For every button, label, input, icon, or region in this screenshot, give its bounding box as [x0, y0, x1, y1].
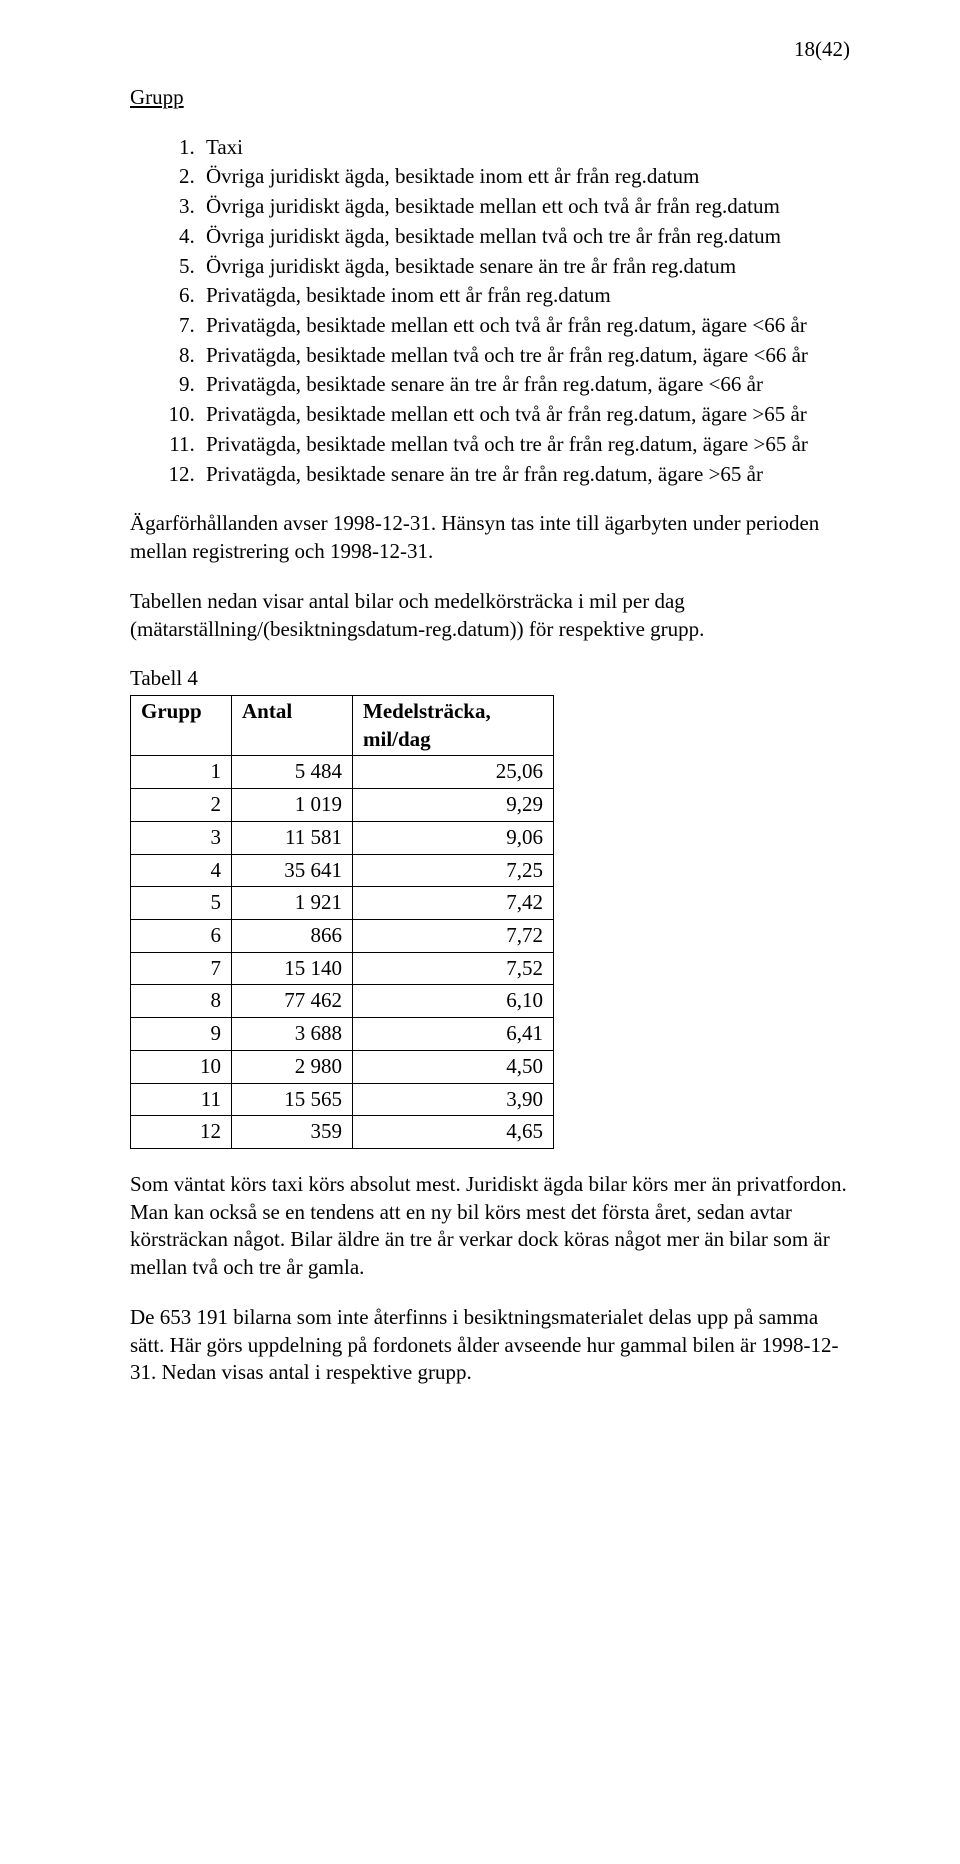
cell-grupp: 3 — [131, 821, 232, 854]
paragraph-de653: De 653 191 bilarna som inte återfinns i … — [130, 1304, 850, 1387]
table-row: 435 6417,25 — [131, 854, 554, 887]
group-list-item: Privatägda, besiktade inom ett år från r… — [200, 282, 850, 310]
page-number: 18(42) — [794, 36, 850, 64]
cell-medel: 7,25 — [353, 854, 554, 887]
group-list-item: Övriga juridiskt ägda, besiktade inom et… — [200, 163, 850, 191]
table-row: 715 1407,52 — [131, 952, 554, 985]
cell-medel: 7,52 — [353, 952, 554, 985]
cell-antal: 1 921 — [232, 887, 353, 920]
cell-grupp: 1 — [131, 756, 232, 789]
cell-medel: 4,65 — [353, 1116, 554, 1149]
group-list-item: Övriga juridiskt ägda, besiktade mellan … — [200, 193, 850, 221]
table-row: 1115 5653,90 — [131, 1083, 554, 1116]
cell-antal: 15 140 — [232, 952, 353, 985]
cell-medel: 4,50 — [353, 1050, 554, 1083]
cell-grupp: 2 — [131, 789, 232, 822]
cell-antal: 3 688 — [232, 1018, 353, 1051]
table-row: 15 48425,06 — [131, 756, 554, 789]
col-header-grupp: Grupp — [131, 695, 232, 755]
cell-grupp: 8 — [131, 985, 232, 1018]
cell-antal: 5 484 — [232, 756, 353, 789]
paragraph-som-vantat: Som väntat körs taxi körs absolut mest. … — [130, 1171, 850, 1282]
cell-medel: 7,72 — [353, 919, 554, 952]
cell-medel: 6,10 — [353, 985, 554, 1018]
group-list-item: Privatägda, besiktade mellan ett och två… — [200, 312, 850, 340]
table-row: 877 4626,10 — [131, 985, 554, 1018]
cell-medel: 25,06 — [353, 756, 554, 789]
table-row: 21 0199,29 — [131, 789, 554, 822]
cell-medel: 9,06 — [353, 821, 554, 854]
table-row: 68667,72 — [131, 919, 554, 952]
group-list-item: Övriga juridiskt ägda, besiktade senare … — [200, 253, 850, 281]
cell-medel: 9,29 — [353, 789, 554, 822]
table-row: 102 9804,50 — [131, 1050, 554, 1083]
group-definition-list: TaxiÖvriga juridiskt ägda, besiktade ino… — [130, 134, 850, 489]
cell-antal: 77 462 — [232, 985, 353, 1018]
cell-antal: 866 — [232, 919, 353, 952]
cell-antal: 359 — [232, 1116, 353, 1149]
cell-grupp: 11 — [131, 1083, 232, 1116]
table-header-row: Grupp Antal Medelsträcka, mil/dag — [131, 695, 554, 755]
document-page: 18(42) Grupp TaxiÖvriga juridiskt ägda, … — [0, 0, 960, 1864]
cell-medel: 7,42 — [353, 887, 554, 920]
group-list-item: Privatägda, besiktade senare än tre år f… — [200, 461, 850, 489]
cell-medel: 6,41 — [353, 1018, 554, 1051]
table-medelstracka: Grupp Antal Medelsträcka, mil/dag 15 484… — [130, 695, 554, 1149]
section-title-grupp: Grupp — [130, 84, 850, 112]
cell-grupp: 7 — [131, 952, 232, 985]
cell-antal: 1 019 — [232, 789, 353, 822]
group-list-item: Privatägda, besiktade mellan två och tre… — [200, 342, 850, 370]
cell-medel: 3,90 — [353, 1083, 554, 1116]
cell-antal: 11 581 — [232, 821, 353, 854]
group-list-item: Privatägda, besiktade senare än tre år f… — [200, 371, 850, 399]
cell-grupp: 4 — [131, 854, 232, 887]
group-list-item: Taxi — [200, 134, 850, 162]
table-row: 51 9217,42 — [131, 887, 554, 920]
paragraph-table-intro: Tabellen nedan visar antal bilar och med… — [130, 588, 850, 643]
table-row: 311 5819,06 — [131, 821, 554, 854]
cell-antal: 2 980 — [232, 1050, 353, 1083]
group-list-item: Övriga juridiskt ägda, besiktade mellan … — [200, 223, 850, 251]
cell-grupp: 9 — [131, 1018, 232, 1051]
table-row: 123594,65 — [131, 1116, 554, 1149]
cell-antal: 35 641 — [232, 854, 353, 887]
cell-grupp: 5 — [131, 887, 232, 920]
cell-grupp: 10 — [131, 1050, 232, 1083]
group-list-item: Privatägda, besiktade mellan ett och två… — [200, 401, 850, 429]
cell-antal: 15 565 — [232, 1083, 353, 1116]
table-row: 93 6886,41 — [131, 1018, 554, 1051]
col-header-medel: Medelsträcka, mil/dag — [353, 695, 554, 755]
cell-grupp: 12 — [131, 1116, 232, 1149]
group-list-item: Privatägda, besiktade mellan två och tre… — [200, 431, 850, 459]
paragraph-ownership-note: Ägarförhållanden avser 1998-12-31. Hänsy… — [130, 510, 850, 565]
col-header-antal: Antal — [232, 695, 353, 755]
cell-grupp: 6 — [131, 919, 232, 952]
table-caption: Tabell 4 — [130, 665, 850, 693]
